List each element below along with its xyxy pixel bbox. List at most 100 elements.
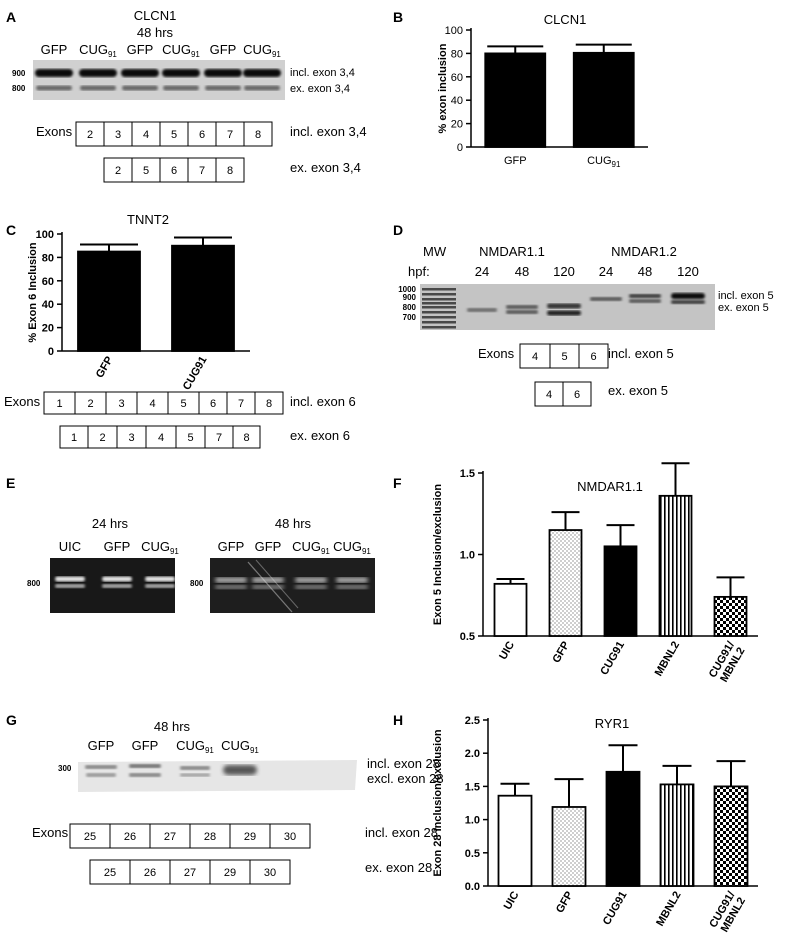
chart-F-ytick-label-1: 1.0 (460, 550, 475, 562)
chart-C-ytick-label-1: 20 (42, 323, 54, 335)
panel-a-band-incl-2 (121, 69, 159, 77)
panel-d-hpf-5: 120 (677, 264, 699, 279)
panel-a-incl-box-4 (187, 121, 217, 147)
chart-B-bar-0 (484, 52, 547, 148)
panel-c-incl-num-2: 3 (118, 398, 124, 410)
panel-g-ex-box-4 (249, 859, 291, 885)
panel-g-lane-2: CUG91 (176, 738, 214, 755)
panel-d-band-5b (671, 300, 705, 304)
panel-a-marker-900: 900 (12, 69, 26, 78)
chart-B-bar-1 (572, 51, 635, 148)
chart-H-bar-4 (713, 785, 749, 887)
chart-F-bar-4 (713, 595, 748, 637)
panel-a-incl-box-6 (243, 121, 273, 147)
panel-c-ex-num-5: 7 (216, 432, 222, 444)
chart-H-bar-0 (497, 794, 533, 887)
panel-g-marker: 300 (58, 764, 72, 773)
panel-e-band48-b-2 (295, 585, 327, 589)
panel-g: G 48 hrs GFP GFP CUG91 CUG91 300 incl. exon… (6, 712, 444, 885)
panel-c-incl-num-6: 7 (238, 398, 244, 410)
panel-e-time1: 24 hrs (92, 516, 129, 531)
chart-B-cat-0: GFP (504, 155, 527, 167)
panel-g-incl-num-3: 28 (204, 831, 216, 843)
chart-B-title: CLCN1 (544, 12, 587, 27)
panel-e-letter: E (6, 475, 15, 491)
chart-F-cat-3: MBNL2 (653, 640, 682, 679)
panel-c-ex-num-4: 5 (187, 432, 193, 444)
panel-g-band-incl: incl. exon 28 (367, 756, 440, 771)
panel-d-incl-box-0 (519, 343, 551, 369)
panel-d-band-incl: incl. exon 5 (718, 290, 774, 302)
panel-a-band-ex-4 (205, 85, 241, 91)
panel-a-incl-num-2: 4 (143, 129, 149, 141)
panel-a-incl-num-1: 3 (115, 129, 121, 141)
chart-F-bar-2 (603, 545, 638, 637)
panel-g-incl-exons: 25 26 27 28 29 30 (69, 823, 311, 849)
panel-c-incl-box-7 (254, 391, 284, 415)
panel-g-ex-label: ex. exon 28 (365, 860, 432, 875)
panel-e-band48-a-1 (252, 577, 284, 583)
chart-F-ytick-label-2: 1.5 (460, 468, 475, 480)
panel-c-ex-box-6 (232, 425, 261, 449)
panel-e-band24-a-1 (102, 576, 132, 582)
chart-C-cat-1: CUG91 (181, 355, 210, 393)
panel-c-incl-num-7: 8 (266, 398, 272, 410)
panel-a-incl-label: incl. exon 3,4 (290, 124, 367, 139)
chart-F-cat-1: GFP (550, 640, 572, 666)
panel-g-band-1b (129, 773, 161, 777)
panel-g-incl-num-1: 26 (124, 831, 136, 843)
panel-g-lane-0: GFP (88, 738, 115, 753)
chart-F-bar-1 (548, 529, 583, 637)
panel-c-letter: C (6, 222, 16, 238)
chart-H-cat-0: UIC (502, 889, 522, 911)
panel-d-hpf-0: 24 (475, 264, 489, 279)
panel-d-band-1b (506, 310, 538, 314)
chart-h: RYR1 Exon 28 Inclusion/exclusion 0.0 0.5 1.0… (432, 715, 758, 934)
chart-H-ylabel: Exon 28 Inclusion/exclusion (432, 729, 444, 877)
panel-a-incl-num-3: 5 (171, 129, 177, 141)
panel-a-ex-box-4 (215, 157, 245, 183)
chart-b: CLCN1 % exon inclusion 0 20 40 60 80 100 GFP CUG9… (437, 12, 648, 169)
panel-c-incl-num-5: 6 (210, 398, 216, 410)
chart-B-cat-1: CUG91 (587, 155, 621, 169)
panel-a-incl-num-6: 8 (255, 129, 261, 141)
panel-g-ex-box-0 (89, 859, 131, 885)
panel-d-incl-num-1: 5 (561, 351, 567, 363)
panel-g-band-2a (180, 766, 210, 770)
panel-d-marker-1: 900 (403, 293, 417, 302)
panel-d-band-0a (467, 308, 497, 312)
panel-e-band24-b-2 (145, 584, 175, 588)
panel-e-lane48-2: CUG91 (292, 539, 330, 556)
panel-g-incl-num-0: 25 (84, 831, 96, 843)
panel-a-band-incl-1 (79, 69, 117, 77)
panel-a-band-incl-5 (243, 69, 281, 77)
panel-a-band-ex: ex. exon 3,4 (290, 83, 350, 95)
panel-g-ex-num-3: 29 (224, 867, 236, 879)
panel-e-lane-labels-24: UIC GFP CUG91 (59, 539, 180, 556)
chart-H-ytick-label-4: 2.0 (465, 748, 480, 760)
panel-g-lane-labels: GFP GFP CUG91 CUG91 (88, 738, 260, 755)
chart-F-ylabel: Exon 5 Inclusion/exclusion (432, 484, 444, 625)
panel-a-band-ex-3 (163, 85, 199, 91)
panel-a-band-ex-1 (80, 85, 116, 91)
panel-d-ladder-5 (422, 311, 456, 314)
panel-e-marker-48: 800 (190, 579, 204, 588)
panel-c-ex-num-2: 3 (128, 432, 134, 444)
chart-B-ytick-label-0: 0 (457, 142, 463, 154)
panel-g-ex-num-0: 25 (104, 867, 116, 879)
panel-d-letter: D (393, 222, 403, 238)
panel-g-incl-num-4: 29 (244, 831, 256, 843)
panel-e-lane48-0: GFP (218, 539, 245, 554)
panel-g-incl-box-3 (189, 823, 231, 849)
panel-f-letter: F (393, 475, 402, 491)
chart-F-bar-3 (658, 494, 693, 637)
chart-C-ytick-label-3: 60 (42, 276, 54, 288)
panel-a-marker-800: 800 (12, 84, 26, 93)
chart-H-bar-3 (659, 783, 695, 887)
chart-H-bar-1 (551, 806, 587, 887)
panel-a-ex-box-0 (103, 157, 133, 183)
panel-c-incl-num-1: 2 (87, 398, 93, 410)
panel-g-band-excl: excl. exon 28 (367, 771, 444, 786)
panel-d-group1: NMDAR1.1 (479, 244, 545, 259)
panel-c-ex-num-0: 1 (71, 432, 77, 444)
